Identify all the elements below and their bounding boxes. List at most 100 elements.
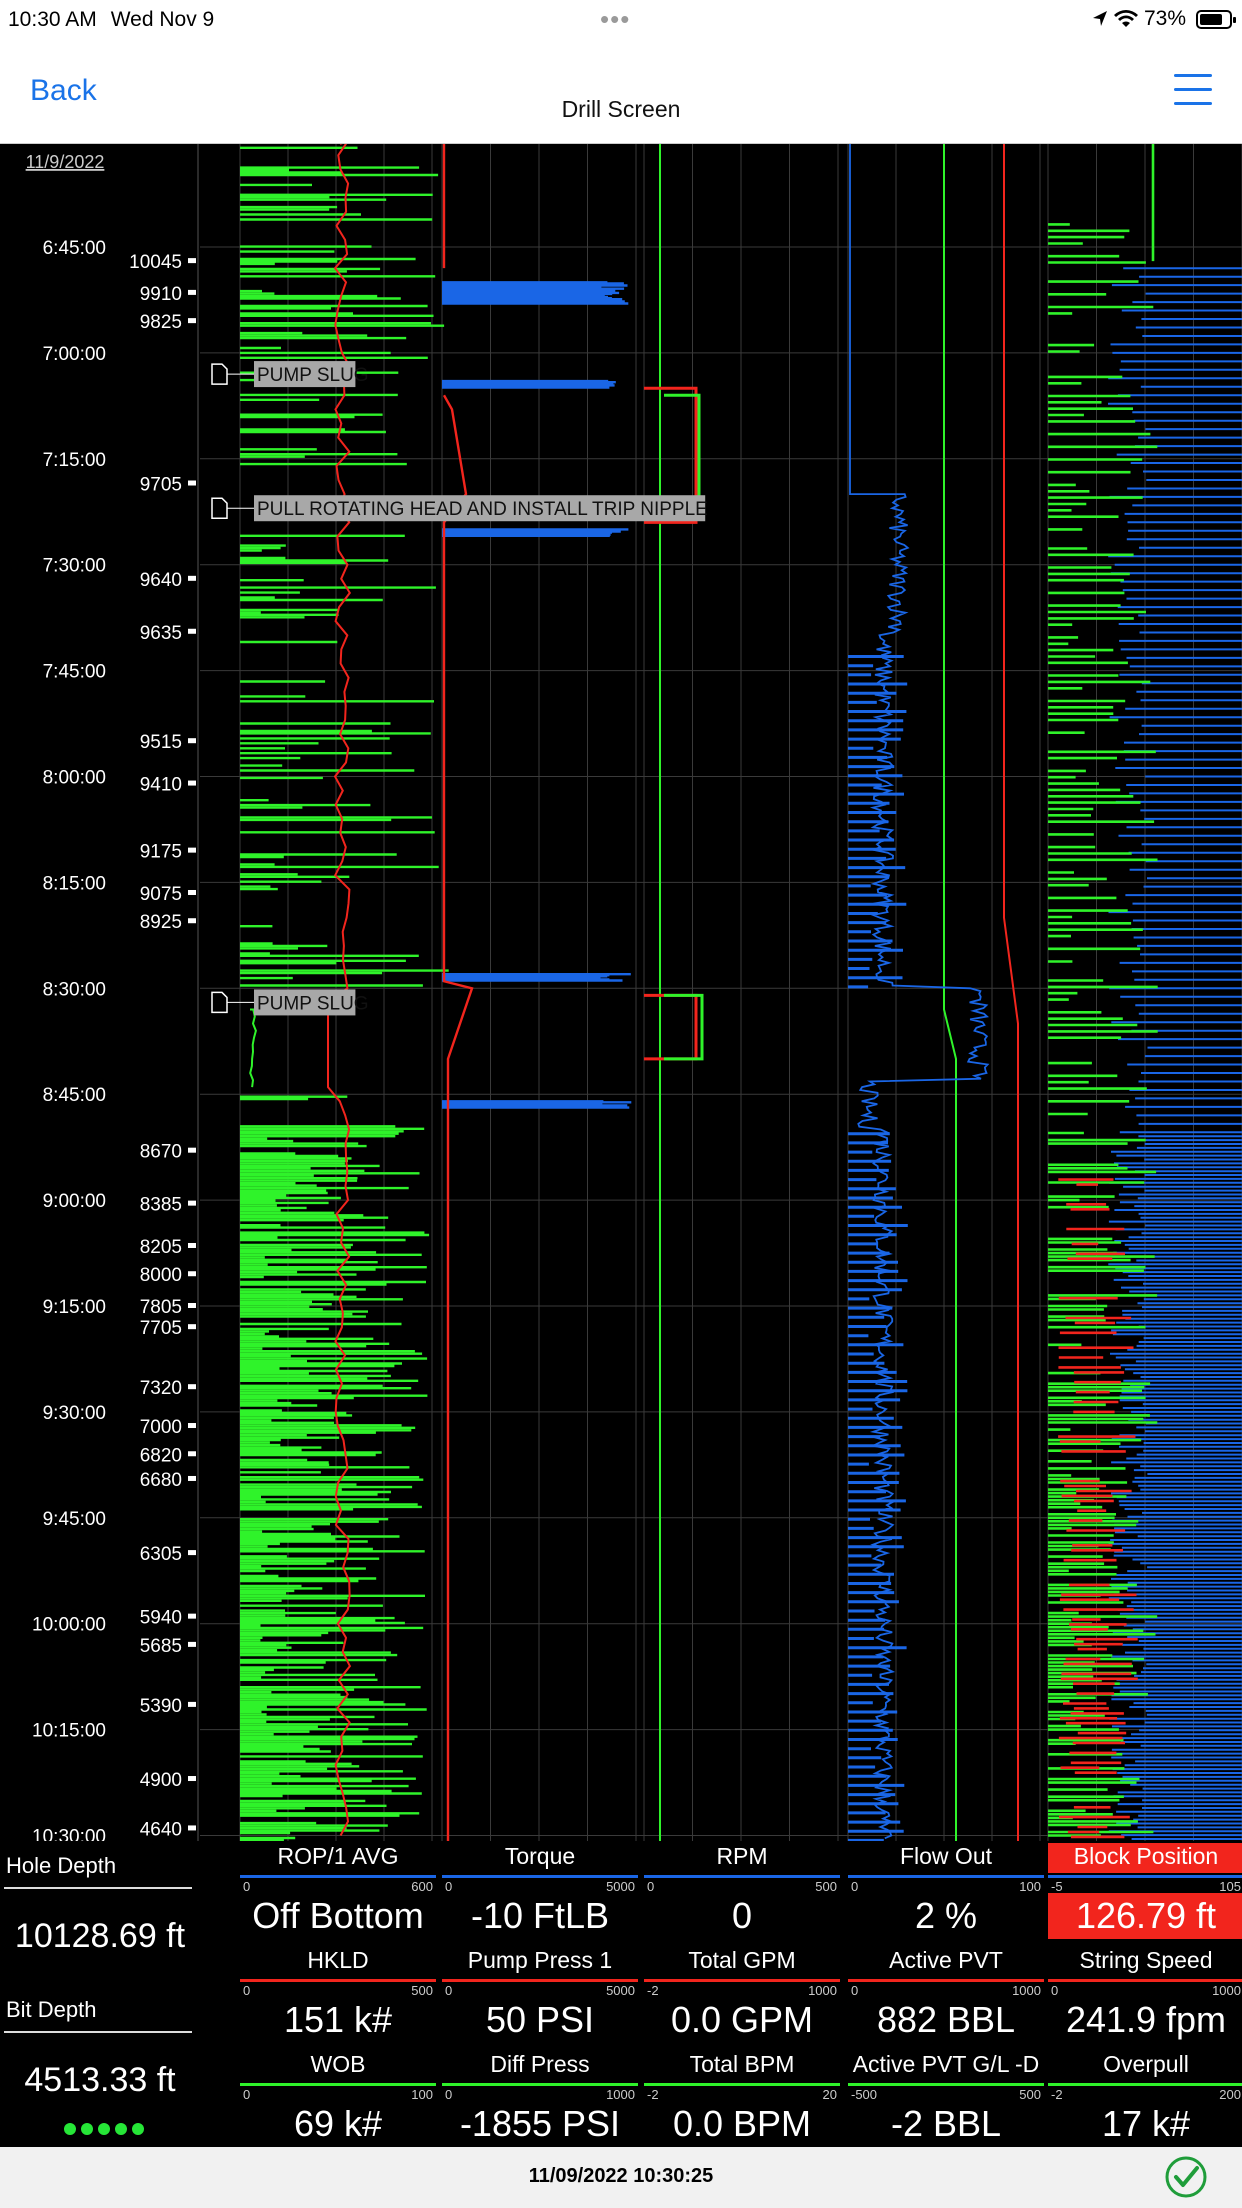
chart-traces [240, 144, 1242, 1841]
indicator-dot [64, 2123, 76, 2135]
gauge-value: 241.9 fpm [1065, 1999, 1227, 2040]
gauge-max: 100 [411, 2087, 433, 2102]
depth-marker-tick [188, 1147, 196, 1153]
flow-out-spikes [848, 655, 908, 1841]
gauge-value: 151 k# [283, 1999, 393, 2040]
gauge-value: -1855 PSI [459, 2103, 621, 2144]
depth-marker-label: 8205 [140, 1237, 182, 1258]
annotation-label-bg [254, 495, 706, 522]
gauge-value: -2 BBL [890, 2103, 1002, 2144]
time-tick-label: 10:15:00 [32, 1721, 106, 1742]
gauge-scale: 0 5000 [442, 1979, 638, 1998]
gauge-min: 0 [851, 1879, 859, 1894]
annotation-note[interactable]: PUMP SLUG [211, 989, 369, 1016]
depth-marker-label: 5390 [140, 1696, 182, 1717]
depth-marker-tick [188, 1324, 196, 1330]
time-tick-label: 8:30:00 [43, 979, 106, 1000]
check-circle-icon[interactable] [1164, 2155, 1208, 2199]
bit-depth-label: Bit Depth [6, 1997, 97, 2022]
time-axis: 11/9/2022 6:45:00 7:00:00 7:15:00 7:30:00 7:… [26, 152, 106, 1841]
time-tick-label: 7:15:00 [43, 450, 106, 471]
gauge-scale: 0 500 [644, 1875, 840, 1894]
depth-marker-label: 6820 [140, 1445, 182, 1466]
gauge-max: 1000 [1012, 1983, 1041, 1998]
annotation-note[interactable]: PUMP SLUG [211, 361, 369, 388]
depth-marker-tick [188, 1303, 196, 1308]
time-tick-label: 9:15:00 [43, 1297, 106, 1318]
gauge-min: 0 [445, 1879, 453, 1894]
depth-marker-label: 9910 [140, 284, 182, 305]
indicator-dot [98, 2123, 110, 2135]
gauge-scale-bar [240, 1875, 436, 1878]
wifi-icon [1113, 10, 1138, 27]
gauge-max: 500 [815, 1879, 837, 1894]
gauge-min: -2 [1051, 2087, 1063, 2102]
note-icon [211, 497, 228, 519]
gauge-max: 1000 [808, 1983, 837, 1998]
depth-marker-label: 10045 [129, 252, 182, 273]
indicator-dot [81, 2123, 93, 2135]
depth-marker-tick [188, 1613, 196, 1619]
gauge-scale-bar [240, 1979, 436, 1982]
depth-marker-tick [188, 847, 196, 853]
depth-marker-label: 5940 [140, 1608, 182, 1629]
time-tick-label: 9:00:00 [43, 1191, 106, 1212]
gauge-min: 0 [851, 1983, 859, 1998]
annotation-note[interactable]: PULL ROTATING HEAD AND INSTALL TRIP NIPP… [211, 495, 708, 522]
gauge-scale: -2 1000 [644, 1979, 840, 1998]
multitasking-dots-icon[interactable]: ••• [600, 4, 631, 34]
gauge-label: Total GPM [688, 1947, 796, 1973]
depth-marker-tick [188, 889, 196, 895]
gauge-min: -5 [1051, 1879, 1063, 1894]
gauge-min: 0 [445, 2087, 453, 2102]
gauge-scale: 0 1000 [848, 1979, 1044, 1998]
divider [4, 2031, 192, 2033]
depth-marker-tick [188, 1701, 196, 1707]
depth-readouts: Hole Depth 10128.69 ft Bit Depth 4513.33… [0, 1841, 200, 2147]
gauge-label: Pump Press 1 [467, 1947, 613, 1973]
gauge-label: Torque [504, 1843, 576, 1869]
gauge-column: RPM 0 500 0 Total GPM -2 1000 0.0 GPM Total BPM -… [644, 1841, 840, 2147]
depth-marker-label: 9705 [140, 475, 182, 496]
gauge-max: 105 [1219, 1879, 1241, 1894]
gauge-scale-bar [644, 2083, 840, 2086]
gauge-column: Flow Out 0 100 2 % Active PVT 0 1000 882 BBL Act… [848, 1841, 1044, 2147]
depth-marker-tick [188, 628, 196, 634]
gauge-scale-bar [1048, 1979, 1242, 1982]
depth-marker-tick [188, 289, 196, 295]
rop-trace [240, 146, 449, 1841]
gauge-max: 200 [1219, 2087, 1241, 2102]
gauge-value: 69 k# [293, 2103, 383, 2144]
back-button[interactable]: Back [30, 74, 97, 107]
annotation-label: PULL ROTATING HEAD AND INSTALL TRIP NIPP… [257, 499, 708, 520]
divider [4, 1887, 192, 1889]
depth-marker-label: 6680 [140, 1470, 182, 1491]
depth-marker-tick [188, 918, 196, 924]
depth-marker-tick [188, 318, 196, 324]
gauge-min: -500 [851, 2087, 878, 2102]
depth-marker-label: 9410 [140, 775, 182, 796]
depth-marker-label: 9640 [140, 570, 182, 591]
depth-marker-label: 8925 [140, 912, 182, 933]
rpm-trace [644, 386, 698, 1061]
gauge-column: Torque 0 5000 -10 FtLB Pump Press 1 0 5000 50 P… [442, 1841, 638, 2147]
gauge-label: Flow Out [899, 1843, 993, 1869]
gauge-scale: 0 5000 [442, 1875, 638, 1894]
depth-marker-label: 6305 [140, 1544, 182, 1565]
depth-marker-label: 7805 [140, 1297, 182, 1318]
note-icon [211, 363, 228, 385]
footer-bar: 11/09/2022 10:30:25 [0, 2147, 1242, 2208]
depth-marker-label: 4640 [140, 1819, 182, 1840]
gauge-scale-bar [644, 1979, 840, 1982]
gauge-scale: 0 1000 [442, 2083, 638, 2102]
depth-marker-label: 8000 [140, 1265, 182, 1286]
gauge-max: 500 [1019, 2087, 1041, 2102]
time-tick-label: 10:30:00 [32, 1827, 106, 1842]
drilling-log-chart[interactable]: 11/9/2022 6:45:00 7:00:00 7:15:00 7:30:00 7:… [0, 144, 1242, 1841]
overpull-trace [1058, 1178, 1138, 1839]
hamburger-menu-icon[interactable] [1174, 72, 1212, 108]
gauge-value: 126.79 ft [1048, 1893, 1242, 1939]
gauge-scale-bar [1048, 2083, 1242, 2086]
gauge-value: 0.0 BPM [672, 2103, 812, 2144]
depth-marker-label: 7320 [140, 1378, 182, 1399]
